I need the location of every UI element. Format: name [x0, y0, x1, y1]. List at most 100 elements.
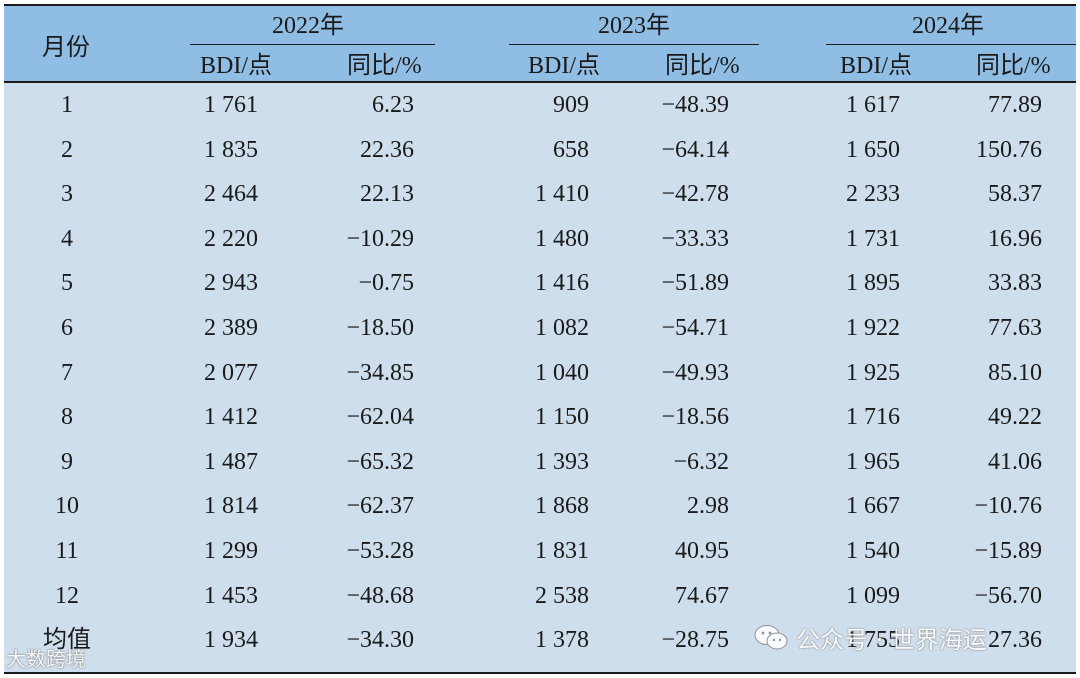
yoy-header-2022: 同比/% [347, 53, 422, 79]
bdi-2022-cell: 1 835 [204, 136, 258, 163]
month-cell: 10 [55, 493, 79, 520]
yoy-2024-cell: 85.10 [988, 359, 1042, 386]
yoy-2022-cell: −34.30 [346, 627, 414, 654]
month-cell: 1 [61, 92, 73, 118]
yoy-2022-cell: −48.68 [346, 582, 414, 609]
bdi-2024-cell: 1 895 [846, 270, 900, 297]
yoy-2022-cell: −62.37 [346, 493, 414, 520]
table-row: 8 1 412 −62.04 1 150 −18.56 1 716 49.22 [4, 395, 1076, 440]
yoy-2024-cell: 16.96 [988, 225, 1042, 252]
table-row: 12 1 453 −48.68 2 538 74.67 1 099 −56.70 [4, 574, 1076, 619]
bdi-header-2023: BDI/点 [528, 53, 600, 79]
yoy-2023-cell: −28.75 [661, 627, 729, 654]
bdi-2024-cell: 1 731 [846, 225, 900, 252]
bdi-2023-cell: 658 [553, 136, 589, 163]
yoy-2022-cell: 22.36 [360, 136, 414, 163]
yoy-2024-cell: 58.37 [988, 181, 1042, 208]
bdi-2023-cell: 2 538 [535, 582, 589, 609]
bdi-2023-cell: 1 480 [535, 225, 589, 252]
yoy-header-2024: 同比/% [976, 53, 1051, 79]
yoy-2024-cell: 49.22 [988, 404, 1042, 431]
month-cell: 2 [61, 136, 73, 163]
yoy-2024-cell: −10.76 [974, 493, 1042, 520]
yoy-2023-cell: −64.14 [661, 136, 729, 163]
yoy-2024-cell: −56.70 [974, 582, 1042, 609]
bdi-2024-cell: 1 099 [846, 582, 900, 609]
yoy-2022-cell: −34.85 [346, 359, 414, 386]
month-cell: 8 [61, 404, 73, 431]
bdi-2022-cell: 2 077 [204, 359, 258, 386]
month-cell: 4 [61, 225, 73, 252]
bdi-2024-cell: 1 965 [846, 448, 900, 475]
yoy-2022-cell: −18.50 [346, 315, 414, 341]
month-cell: 5 [61, 270, 73, 297]
bdi-2024-cell: 1 667 [846, 493, 900, 520]
bdi-header-2022: BDI/点 [200, 53, 272, 79]
bdi-header-2024: BDI/点 [840, 53, 912, 79]
table-row: 2 1 835 22.36 658 −64.14 1 650 150.76 [4, 128, 1076, 173]
bdi-2022-cell: 1 814 [204, 493, 258, 520]
yoy-header-2023: 同比/% [665, 53, 740, 79]
month-cell: 12 [55, 582, 79, 609]
yoy-2024-cell: 77.89 [988, 92, 1042, 118]
bdi-2023-cell: 1 416 [535, 270, 589, 297]
yoy-2022-cell: −62.04 [346, 404, 414, 431]
table-header: 月份 2022年 BDI/点 同比/% 2023年 BDI/点 同比/% 202… [4, 4, 1076, 83]
wechat-icon [754, 624, 788, 649]
table-row: 9 1 487 −65.32 1 393 −6.32 1 965 41.06 [4, 440, 1076, 485]
month-cell: 6 [61, 315, 73, 341]
bdi-2022-cell: 1 487 [204, 448, 258, 475]
table-row: 11 1 299 −53.28 1 831 40.95 1 540 −15.89 [4, 529, 1076, 574]
bdi-2024-cell: 1 755 [846, 627, 900, 654]
yoy-2023-cell: −54.71 [661, 315, 729, 341]
yoy-2022-cell: −53.28 [346, 538, 414, 564]
bdi-2023-cell: 1 082 [535, 315, 589, 341]
month-cell: 7 [61, 359, 73, 386]
month-cell: 3 [61, 181, 73, 208]
bdi-2024-cell: 1 540 [846, 538, 900, 564]
yoy-2023-cell: −18.56 [661, 404, 729, 431]
table-row: 10 1 814 −62.37 1 868 2.98 1 667 −10.76 [4, 484, 1076, 529]
yoy-2023-cell: −49.93 [661, 359, 729, 386]
bdi-2023-cell: 1 150 [535, 404, 589, 431]
table-row: 6 2 389 −18.50 1 082 −54.71 1 922 77.63 [4, 306, 1076, 351]
year-rule-2024 [826, 44, 1076, 45]
month-header: 月份 [42, 35, 90, 61]
bdi-2022-cell: 1 412 [204, 404, 258, 431]
yoy-2024-cell: −15.89 [974, 538, 1042, 564]
yoy-2024-cell: 27.36 [988, 627, 1042, 654]
year-rule-2022 [190, 44, 435, 45]
watermark-right-text: 公众号 · 世界海运 [796, 626, 987, 654]
yoy-2022-cell: 22.13 [360, 181, 414, 208]
bdi-2023-cell: 1 378 [535, 627, 589, 654]
yoy-2023-cell: −42.78 [661, 181, 729, 208]
watermark-left-text: 大数跨境 [6, 647, 86, 671]
year-header-2024: 2024年 [912, 13, 984, 39]
bdi-2022-cell: 2 389 [204, 315, 258, 341]
yoy-2024-cell: 150.76 [976, 136, 1042, 163]
bdi-2023-cell: 909 [553, 92, 589, 118]
yoy-2023-cell: 74.67 [675, 582, 729, 609]
yoy-2022-cell: −65.32 [346, 448, 414, 475]
yoy-2023-cell: 2.98 [687, 493, 729, 520]
table-row: 3 2 464 22.13 1 410 −42.78 2 233 58.37 [4, 172, 1076, 217]
bdi-2024-cell: 1 650 [846, 136, 900, 163]
yoy-2023-cell: −33.33 [661, 225, 729, 252]
table-row: 1 1 761 6.23 909 −48.39 1 617 77.89 [4, 83, 1076, 128]
year-rule-2023 [509, 44, 759, 45]
bdi-2022-cell: 2 464 [204, 181, 258, 208]
bdi-table: 月份 2022年 BDI/点 同比/% 2023年 BDI/点 同比/% 202… [4, 4, 1076, 674]
month-cell: 9 [61, 448, 73, 475]
bdi-2024-cell: 1 617 [846, 92, 900, 118]
yoy-2023-cell: −48.39 [661, 92, 729, 118]
bdi-2022-cell: 1 453 [204, 582, 258, 609]
bdi-2024-cell: 1 925 [846, 359, 900, 386]
bdi-2022-cell: 1 299 [204, 538, 258, 564]
yoy-2023-cell: −6.32 [673, 448, 729, 475]
year-header-2022: 2022年 [272, 13, 344, 39]
bdi-2022-cell: 1 761 [204, 92, 258, 118]
month-cell: 11 [55, 538, 79, 564]
watermark-left: 大数跨境 [6, 643, 86, 672]
bottom-rule [4, 672, 1076, 674]
